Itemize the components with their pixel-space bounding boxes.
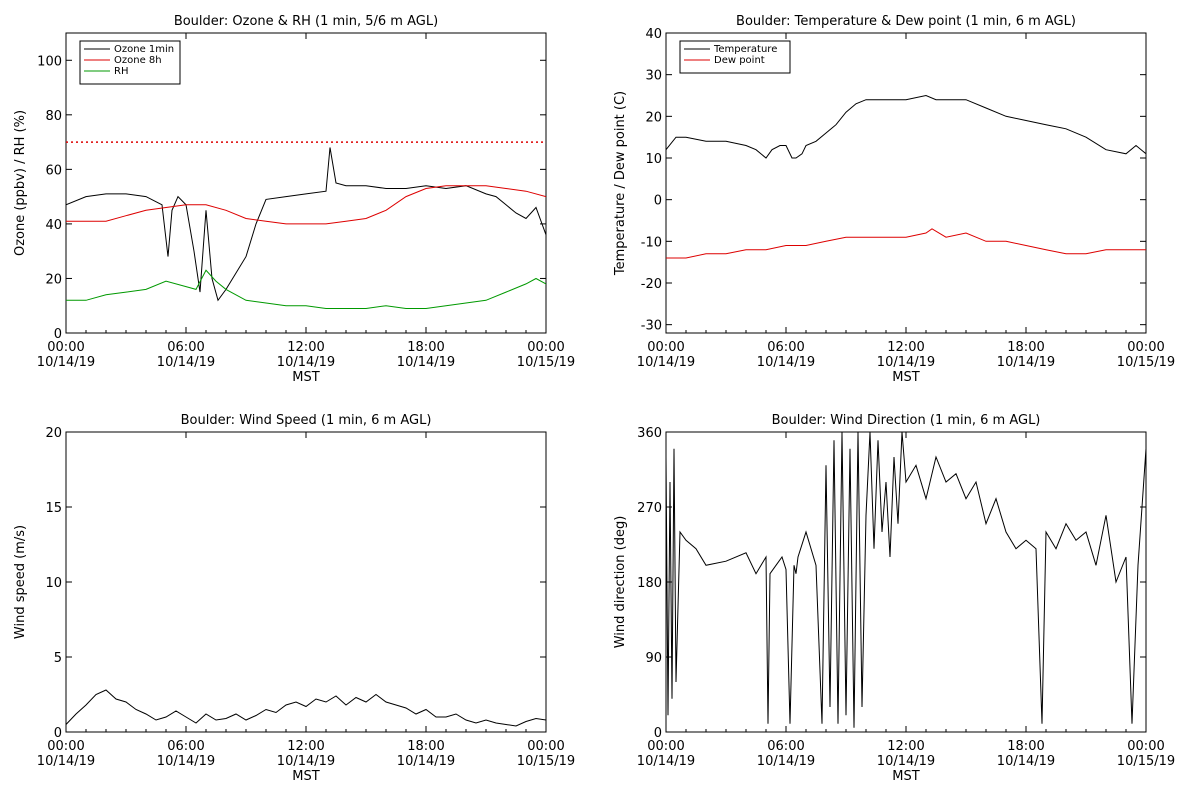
x-tick-label-date: 10/14/19 — [37, 355, 95, 370]
x-tick-label-time: 12:00 — [287, 340, 324, 355]
x-tick-label-date: 10/14/19 — [637, 355, 695, 370]
y-tick-label: 5 — [54, 651, 62, 666]
x-tick-label-date: 10/14/19 — [37, 754, 95, 769]
x-tick-label-time: 18:00 — [1007, 340, 1044, 355]
y-tick-label: 100 — [37, 54, 62, 69]
legend-label: Dew point — [714, 55, 765, 66]
x-tick-label-time: 00:00 — [527, 739, 564, 754]
chart-title: Boulder: Wind Direction (1 min, 6 m AGL) — [772, 413, 1041, 428]
x-tick-label-time: 18:00 — [1007, 739, 1044, 754]
y-tick-label: 0 — [54, 327, 62, 342]
x-tick-label-time: 06:00 — [767, 739, 804, 754]
x-tick-label-time: 18:00 — [407, 340, 444, 355]
y-tick-label: 20 — [45, 426, 62, 441]
x-tick-label-date: 10/14/19 — [157, 355, 215, 370]
y-tick-label: 270 — [637, 501, 662, 516]
y-tick-label: 60 — [45, 163, 62, 178]
x-axis-label: MST — [292, 370, 319, 385]
y-tick-label: 360 — [637, 426, 662, 441]
plot-frame — [665, 32, 1147, 334]
y-tick-label: 10 — [45, 576, 62, 591]
x-tick-label-time: 00:00 — [47, 340, 84, 355]
x-tick-label-time: 06:00 — [167, 739, 204, 754]
x-tick-label-time: 00:00 — [47, 739, 84, 754]
y-tick-label: 0 — [54, 726, 62, 741]
x-axis-label: MST — [292, 769, 319, 784]
chart-title: Boulder: Temperature & Dew point (1 min,… — [736, 14, 1076, 29]
legend-label: RH — [114, 66, 128, 77]
y-tick-label: -30 — [641, 319, 662, 334]
chart-panel-1: Boulder: Ozone & RH (1 min, 5/6 m AGL) 0 2… — [13, 14, 575, 385]
x-tick-label-time: 00:00 — [647, 340, 684, 355]
series-line-1 — [66, 147, 546, 302]
x-tick-label-date: 10/14/19 — [757, 355, 815, 370]
x-tick-label-date: 10/14/19 — [277, 355, 335, 370]
series-line-1 — [66, 689, 546, 727]
series-line-1 — [666, 94, 1146, 159]
x-tick-label-date: 10/14/19 — [757, 754, 815, 769]
x-tick-label-date: 10/14/19 — [997, 754, 1055, 769]
chart-title: Boulder: Ozone & RH (1 min, 5/6 m AGL) — [174, 14, 438, 29]
y-tick-label: 20 — [645, 110, 662, 125]
chart-panel-3: Boulder: Wind Speed (1 min, 6 m AGL) 0 5 10… — [13, 413, 575, 784]
x-tick-label-time: 00:00 — [647, 739, 684, 754]
chart-title: Boulder: Wind Speed (1 min, 6 m AGL) — [181, 413, 432, 428]
y-tick-label: 20 — [45, 272, 62, 287]
y-tick-label: 80 — [45, 109, 62, 124]
legend-label: Ozone 8h — [114, 55, 162, 66]
x-tick-label-date: 10/14/19 — [877, 355, 935, 370]
x-tick-label-date: 10/14/19 — [637, 754, 695, 769]
y-tick-label: -10 — [641, 235, 662, 250]
legend-box — [679, 40, 791, 74]
x-tick-label-date: 10/14/19 — [397, 754, 455, 769]
x-tick-label-date: 10/14/19 — [397, 355, 455, 370]
y-tick-label: 40 — [645, 27, 662, 42]
x-tick-label-time: 00:00 — [527, 340, 564, 355]
x-tick-label-time: 06:00 — [767, 340, 804, 355]
y-tick-label: 10 — [645, 152, 662, 167]
y-axis-label: Ozone (ppbv) / RH (%) — [13, 110, 28, 256]
x-tick-label-time: 12:00 — [287, 739, 324, 754]
y-tick-label: 40 — [45, 218, 62, 233]
series-line-3 — [66, 269, 546, 309]
x-tick-label-date: 10/14/19 — [157, 754, 215, 769]
y-tick-label: 180 — [637, 576, 662, 591]
legend-label: Temperature — [713, 44, 777, 55]
x-tick-label-date: 10/14/19 — [277, 754, 335, 769]
x-tick-label-date: 10/15/19 — [517, 754, 575, 769]
x-tick-label-time: 12:00 — [887, 340, 924, 355]
x-tick-label-time: 18:00 — [407, 739, 444, 754]
x-tick-label-time: 06:00 — [167, 340, 204, 355]
y-tick-label: 0 — [654, 194, 662, 209]
series-line-2 — [666, 228, 1146, 259]
legend-box — [79, 40, 181, 85]
series-line-2 — [66, 185, 546, 225]
y-axis-label: Temperature / Dew point (C) — [613, 91, 628, 276]
x-axis-label: MST — [892, 769, 919, 784]
legend-label: Ozone 1min — [114, 44, 174, 55]
y-tick-label: 30 — [645, 69, 662, 84]
plot-frame — [65, 431, 547, 733]
y-tick-label: 90 — [645, 651, 662, 666]
x-tick-label-date: 10/15/19 — [1117, 754, 1175, 769]
y-tick-label: -20 — [641, 277, 662, 292]
chart-panel-4: Boulder: Wind Direction (1 min, 6 m AGL)… — [613, 413, 1175, 784]
x-tick-label-date: 10/15/19 — [517, 355, 575, 370]
x-tick-label-time: 12:00 — [887, 739, 924, 754]
y-axis-label: Wind direction (deg) — [613, 516, 628, 649]
x-tick-label-time: 00:00 — [1127, 739, 1164, 754]
x-tick-label-date: 10/15/19 — [1117, 355, 1175, 370]
y-tick-label: 15 — [45, 501, 62, 516]
series-line-1 — [666, 432, 1146, 728]
y-tick-label: 0 — [654, 726, 662, 741]
x-tick-label-time: 00:00 — [1127, 340, 1164, 355]
x-tick-label-date: 10/14/19 — [997, 355, 1055, 370]
x-axis-label: MST — [892, 370, 919, 385]
y-axis-label: Wind speed (m/s) — [13, 525, 28, 639]
chart-panel-2: Boulder: Temperature & Dew point (1 min,… — [613, 14, 1175, 385]
x-tick-label-date: 10/14/19 — [877, 754, 935, 769]
